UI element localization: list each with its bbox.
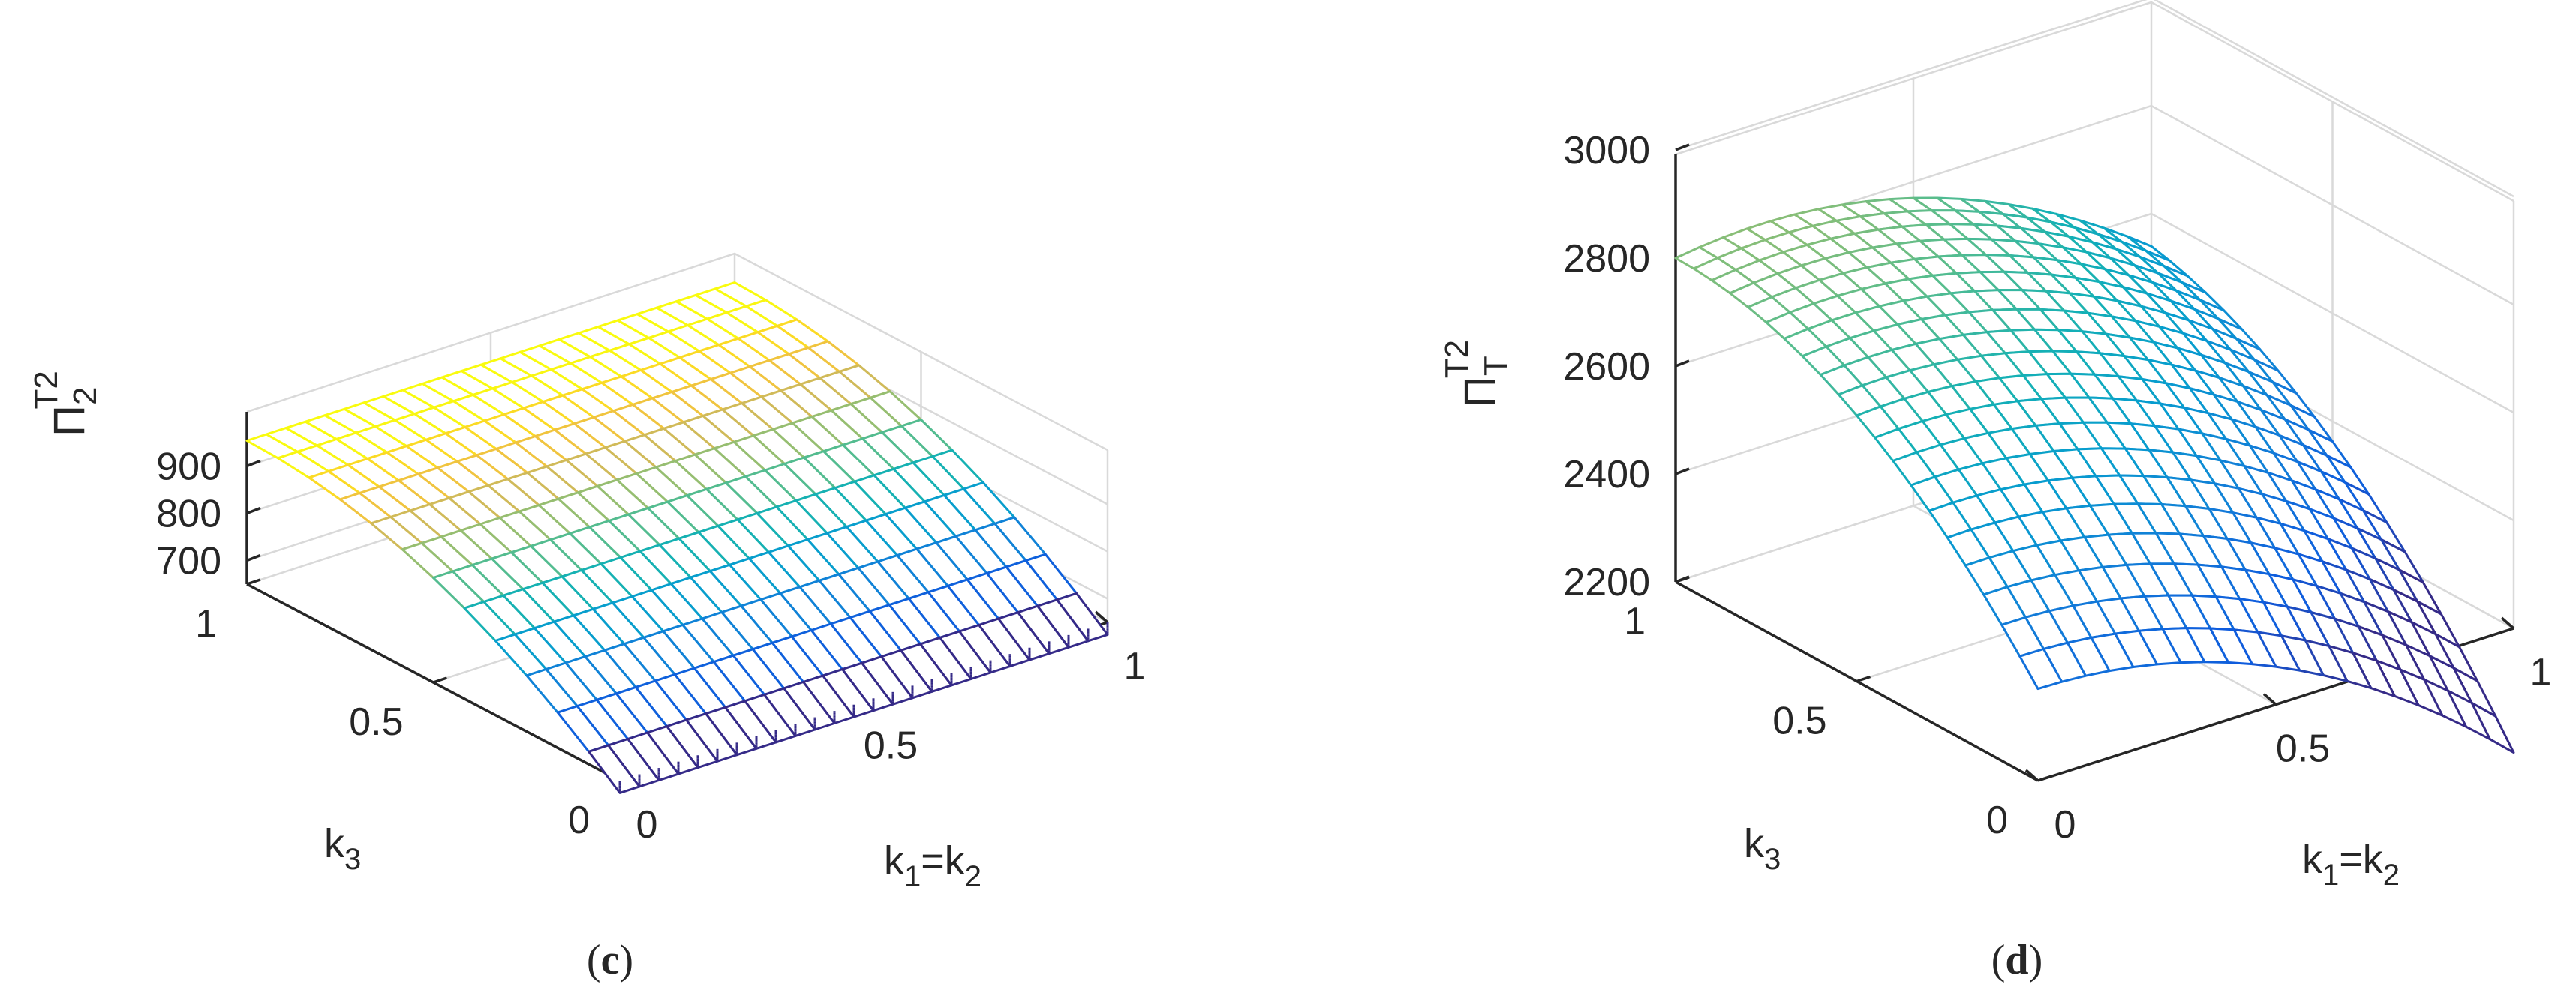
surface-cell <box>2018 648 2064 691</box>
y-tick-mark <box>1856 675 1871 683</box>
x-tick-mark <box>2262 693 2277 706</box>
x-tick-mark <box>2500 616 2515 630</box>
panel-c-x-axis-label: k1=k2 <box>884 838 981 893</box>
x-tick-label: 0 <box>2054 803 2076 847</box>
x-tick-label: 0 <box>636 803 658 847</box>
z-tick-label: 3000 <box>1563 129 1650 172</box>
panel-d-surface-plot: 2200 2400 2600 2800 3000 0 0.5 1 0 0.5 1 ΠTT2 k1=k… <box>1438 0 2551 983</box>
x-tick-label: 0.5 <box>864 724 918 768</box>
x-tick-label: 0.5 <box>2276 728 2330 771</box>
panel-c-surface-mesh <box>245 281 1109 794</box>
y-tick-mark <box>432 676 448 684</box>
back-grid-horizontal <box>1675 0 2514 198</box>
y-tick-mark <box>246 578 261 586</box>
y-tick-label: 0.5 <box>1772 700 1826 743</box>
panel-d-tick-labels: 2200 2400 2600 2800 3000 0 0.5 1 0 0.5 1 <box>1563 129 2551 847</box>
z-tick-label: 2800 <box>1563 237 1650 280</box>
z-tick-label: 2600 <box>1563 345 1650 388</box>
z-tick-mark <box>1675 143 1690 152</box>
y-tick-label: 0 <box>1986 799 2008 842</box>
surface-cell <box>588 744 641 794</box>
y-tick-label: 0 <box>568 799 590 842</box>
z-tick-label: 900 <box>156 446 221 489</box>
x-tick-mark <box>2024 769 2039 782</box>
z-tick-mark <box>246 459 261 468</box>
x-tick-label: 1 <box>1124 645 1146 688</box>
panel-c-y-axis-label: k3 <box>324 821 361 876</box>
z-tick-mark <box>246 506 261 515</box>
back-grid-top-edge <box>1675 1 2514 202</box>
z-tick-label: 2400 <box>1563 453 1650 496</box>
z-tick-mark <box>246 554 261 562</box>
z-tick-label: 700 <box>156 540 221 584</box>
panel-d-z-axis-label: ΠTT2 <box>1438 340 1514 407</box>
panel-d-x-axis-label: k1=k2 <box>2302 837 2400 892</box>
back-grid-top-edge <box>246 252 1108 452</box>
y-tick-label: 0.5 <box>349 700 403 744</box>
x-tick-label: 1 <box>2530 651 2552 694</box>
z-tick-label: 2200 <box>1563 561 1650 604</box>
panel-d-y-axis-label: k3 <box>1744 821 1781 876</box>
panel-c-caption: (c) <box>587 937 633 983</box>
panel-c-z-axis-label: Π2T2 <box>28 370 104 436</box>
y-tick-label: 1 <box>1624 600 1646 644</box>
panel-d-surface-mesh <box>1674 196 2515 754</box>
panel-d-caption: (d) <box>1991 937 2042 983</box>
x-tick-mark <box>1094 610 1109 624</box>
z-tick-label: 800 <box>156 493 221 536</box>
z-tick-mark <box>1675 359 1690 368</box>
z-tick-mark <box>1675 467 1690 476</box>
y-tick-mark <box>2037 775 2052 782</box>
y-tick-mark <box>1675 576 1690 584</box>
y-tick-label: 1 <box>195 602 217 646</box>
